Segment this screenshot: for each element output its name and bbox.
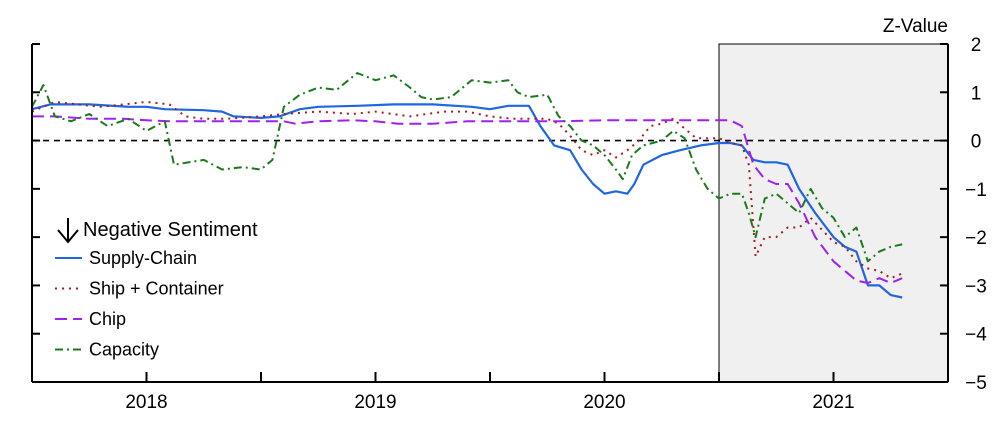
legend-label: Ship + Container xyxy=(89,279,224,299)
legend-entry: Ship + Container xyxy=(55,279,224,299)
legend-entry: Capacity xyxy=(55,340,159,360)
y-tick-label: −4 xyxy=(965,325,987,346)
shaded-region xyxy=(718,43,949,383)
y-tick-label: 0 xyxy=(971,132,982,153)
x-tick-label: 2020 xyxy=(583,392,625,413)
y-tick-label: −1 xyxy=(965,180,987,201)
legend-label: Capacity xyxy=(89,340,159,360)
y-tick-label: −2 xyxy=(965,228,987,249)
y-tick-label: 1 xyxy=(971,83,982,104)
y-tick-label: −3 xyxy=(965,276,987,297)
x-tick-label: 2019 xyxy=(354,392,396,413)
series-line-chip xyxy=(32,115,903,284)
x-tick-label: 2021 xyxy=(812,392,854,413)
legend-entry: Chip xyxy=(55,309,126,329)
x-tick-label: 2018 xyxy=(125,392,167,413)
series-line-ship-container xyxy=(31,100,903,280)
y-tick-label: −5 xyxy=(965,373,987,394)
y-axis-title: Z-Value xyxy=(883,16,948,37)
legend-label: Chip xyxy=(89,309,126,329)
legend-entry: Supply-Chain xyxy=(55,248,197,268)
legend: Negative Sentiment Supply-Chain Ship + Co… xyxy=(55,218,258,360)
y-tick-label: 2 xyxy=(971,35,982,56)
down-arrow-icon xyxy=(57,218,79,244)
legend-title: Negative Sentiment xyxy=(83,219,258,241)
legend-label: Supply-Chain xyxy=(89,248,197,268)
series-line-capacity xyxy=(31,72,903,263)
series-line-supply-chain xyxy=(31,103,903,299)
